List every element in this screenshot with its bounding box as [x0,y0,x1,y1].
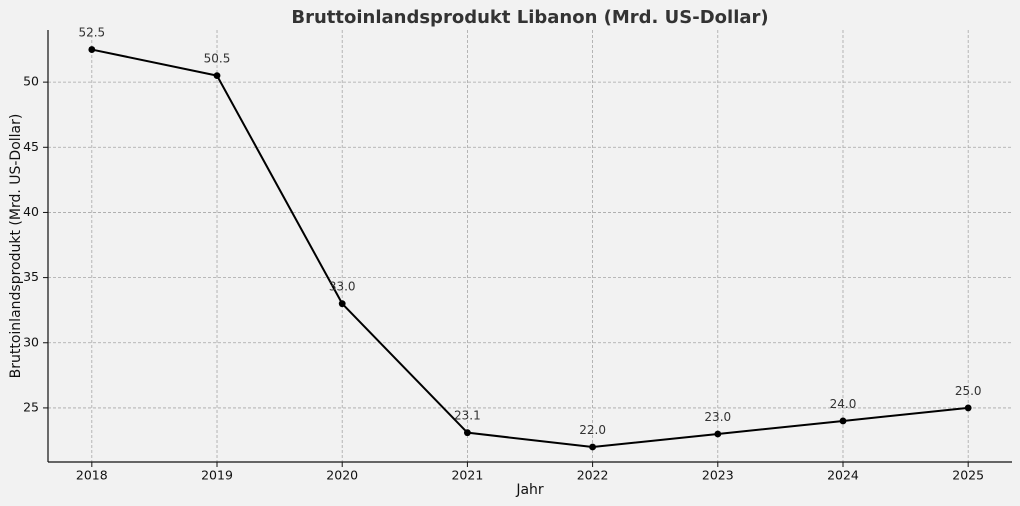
axes [47,30,1012,463]
data-point [88,46,96,53]
y-tick-label: 35 [23,269,39,284]
y-tick-label: 30 [23,334,39,349]
x-tick-label: 2019 [201,468,233,483]
y-tick-label: 50 [23,74,39,89]
x-tick-label: 2020 [326,468,358,483]
series-line-group [88,46,972,451]
data-label: 25.0 [955,384,982,398]
data-label: 33.0 [329,280,356,294]
gdp-series-line [91,48,969,449]
grid-lines [48,30,1012,462]
data-label: 50.5 [204,52,231,66]
data-point [338,300,346,308]
x-tick-label: 2024 [827,468,859,483]
data-label: 23.0 [704,410,731,424]
data-point [964,404,972,412]
y-tick-label: 40 [23,204,39,219]
chart-title: Bruttoinlandsprodukt Libanon (Mrd. US-Do… [291,7,768,28]
y-axis-label: Bruttoinlandsprodukt (Mrd. US-Dollar) [8,114,24,379]
data-point [839,417,847,425]
y-tick-label: 45 [23,139,39,154]
data-label: 52.5 [78,26,105,40]
data-point [213,72,221,80]
data-point [714,430,722,438]
data-label: 22.0 [579,423,606,437]
x-tick-label: 2023 [702,468,734,483]
data-point [589,443,596,451]
x-tick-label: 2022 [577,468,609,483]
y-tick-label: 25 [23,399,39,414]
data-point [464,429,471,437]
x-tick-label: 2021 [451,468,483,483]
data-label: 23.1 [454,409,481,423]
x-tick-label: 2018 [76,468,108,483]
x-axis-label: Jahr [515,482,544,498]
x-tick-label: 2025 [952,468,984,483]
tick-labels: 2018 2019 2020 2021 2022 2023 2024 2025 25 30 35 40… [23,74,984,483]
data-label: 24.0 [830,397,857,411]
data-labels: 52.5 50.5 33.0 23.1 22.0 23.0 24.0 25.0 [78,26,981,437]
